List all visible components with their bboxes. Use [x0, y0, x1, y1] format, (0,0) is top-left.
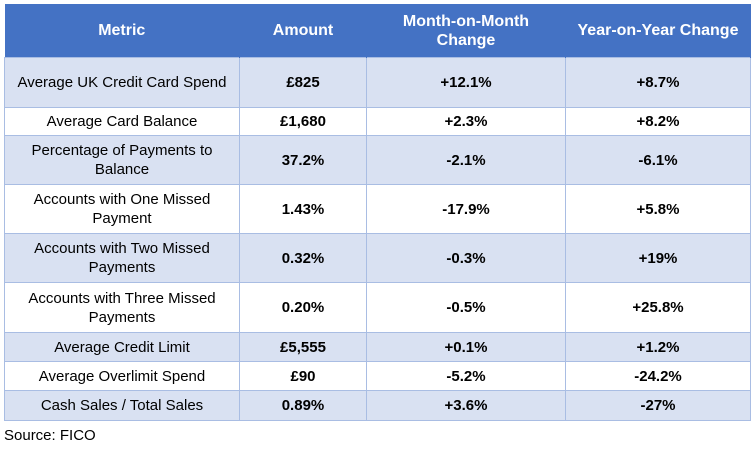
mom-cell: -5.2% [366, 361, 566, 391]
metric-cell: Cash Sales / Total Sales [4, 390, 240, 421]
table-row: Average Overlimit Spend £90 -5.2% -24.2% [4, 361, 751, 391]
yoy-cell: -6.1% [565, 135, 751, 185]
amount-cell: 0.89% [239, 390, 367, 421]
metric-cell: Accounts with One Missed Payment [4, 184, 240, 234]
header-metric: Metric [4, 4, 240, 58]
yoy-cell: +8.7% [565, 57, 751, 108]
header-amount: Amount [239, 4, 367, 58]
metric-cell: Average UK Credit Card Spend [4, 57, 240, 108]
mom-cell: -0.5% [366, 282, 566, 333]
mom-cell: +12.1% [366, 57, 566, 108]
table-row: Cash Sales / Total Sales 0.89% +3.6% -27% [4, 390, 751, 421]
metric-cell: Accounts with Three Missed Payments [4, 282, 240, 333]
yoy-cell: -24.2% [565, 361, 751, 391]
credit-card-metrics-table: Metric Amount Month-on-Month Change Year… [4, 4, 751, 421]
amount-cell: £90 [239, 361, 367, 391]
mom-cell: -2.1% [366, 135, 566, 185]
metric-cell: Accounts with Two Missed Payments [4, 233, 240, 283]
header-row: Metric Amount Month-on-Month Change Year… [4, 4, 751, 58]
amount-cell: 37.2% [239, 135, 367, 185]
metric-cell: Percentage of Payments to Balance [4, 135, 240, 185]
amount-cell: 0.32% [239, 233, 367, 283]
table-row: Accounts with Two Missed Payments 0.32% -0… [4, 233, 751, 283]
amount-cell: £825 [239, 57, 367, 108]
mom-cell: +0.1% [366, 332, 566, 362]
table-row: Percentage of Payments to Balance 37.2% -2… [4, 135, 751, 185]
yoy-cell: +19% [565, 233, 751, 283]
metric-cell: Average Card Balance [4, 107, 240, 136]
mom-cell: -0.3% [366, 233, 566, 283]
table-row: Average UK Credit Card Spend £825 +12.1% +8… [4, 57, 751, 108]
mom-cell: +3.6% [366, 390, 566, 421]
header-yoy: Year-on-Year Change [565, 4, 751, 58]
amount-cell: £1,680 [239, 107, 367, 136]
table-row: Average Credit Limit £5,555 +0.1% +1.2% [4, 332, 751, 362]
yoy-cell: -27% [565, 390, 751, 421]
amount-cell: £5,555 [239, 332, 367, 362]
source-note: Source: FICO [4, 427, 96, 444]
metric-cell: Average Overlimit Spend [4, 361, 240, 391]
amount-cell: 0.20% [239, 282, 367, 333]
mom-cell: -17.9% [366, 184, 566, 234]
yoy-cell: +8.2% [565, 107, 751, 136]
table-row: Average Card Balance £1,680 +2.3% +8.2% [4, 107, 751, 136]
amount-cell: 1.43% [239, 184, 367, 234]
yoy-cell: +1.2% [565, 332, 751, 362]
metric-cell: Average Credit Limit [4, 332, 240, 362]
header-mom: Month-on-Month Change [366, 4, 566, 58]
mom-cell: +2.3% [366, 107, 566, 136]
yoy-cell: +5.8% [565, 184, 751, 234]
yoy-cell: +25.8% [565, 282, 751, 333]
table-row: Accounts with One Missed Payment 1.43% -17… [4, 184, 751, 234]
table-row: Accounts with Three Missed Payments 0.20%… [4, 282, 751, 333]
